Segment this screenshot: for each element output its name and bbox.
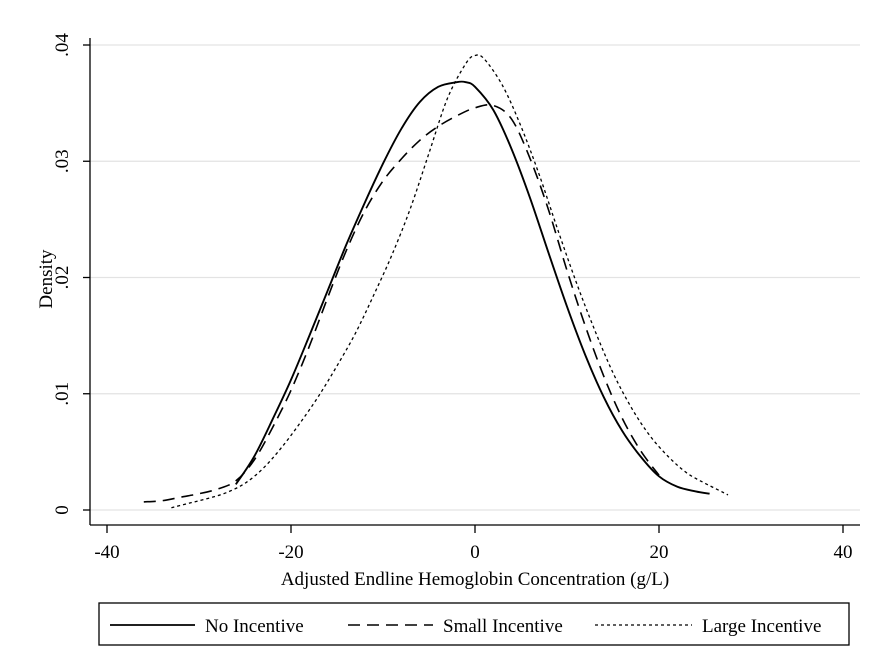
x-tick-label: 20: [650, 542, 669, 563]
legend-label-small-incentive: Small Incentive: [443, 616, 563, 637]
y-tick-label: .01: [52, 382, 73, 406]
legend-label-no-incentive: No Incentive: [205, 616, 304, 637]
x-tick-label: -20: [278, 542, 303, 563]
legend: No Incentive Small Incentive Large Incen…: [99, 603, 849, 645]
y-tick-label: 0: [52, 505, 73, 515]
y-tick-label: .04: [52, 33, 73, 57]
x-tick-label: 40: [834, 542, 853, 563]
x-tick-label: 0: [470, 542, 480, 563]
y-tick-label: .03: [52, 149, 73, 173]
y-axis-label: Density: [36, 249, 57, 309]
x-tick-label: -40: [94, 542, 119, 563]
x-axis-label: Adjusted Endline Hemoglobin Concentratio…: [281, 569, 669, 590]
legend-label-large-incentive: Large Incentive: [702, 616, 821, 637]
